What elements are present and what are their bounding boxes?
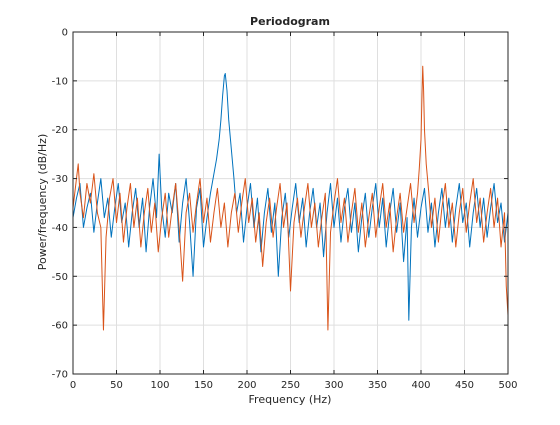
x-tick-label: 250	[281, 380, 300, 391]
x-tick-label: 350	[368, 380, 387, 391]
y-tick-label: -40	[52, 223, 68, 234]
y-tick-label: -70	[52, 370, 68, 381]
y-tick-label: -30	[52, 174, 68, 185]
series-line-1	[72, 73, 509, 321]
y-tick-label: -20	[52, 125, 68, 136]
x-axis-label: Frequency (Hz)	[249, 393, 332, 406]
x-tick-label: 200	[237, 380, 256, 391]
y-tick-label: -10	[52, 76, 68, 87]
x-tick-label: 150	[194, 380, 213, 391]
ticks: 0 50 100 150 200 250 300 350 400 450 500 0 -10 -20 -30…	[52, 28, 518, 392]
chart-title: Periodogram	[250, 15, 330, 28]
x-tick-label: 400	[411, 380, 430, 391]
y-tick-label: 0	[62, 28, 68, 39]
x-tick-label: 500	[498, 380, 517, 391]
series-layer	[72, 65, 509, 331]
x-tick-label: 300	[324, 380, 343, 391]
y-tick-label: -50	[52, 272, 68, 283]
x-tick-label: 0	[70, 380, 76, 391]
x-tick-label: 50	[110, 380, 123, 391]
x-tick-label: 100	[150, 380, 169, 391]
series-line-2	[72, 65, 509, 331]
x-tick-label: 450	[455, 380, 474, 391]
y-tick-label: -60	[52, 321, 68, 332]
y-axis-label: Power/frequency (dB/Hz)	[36, 134, 49, 271]
